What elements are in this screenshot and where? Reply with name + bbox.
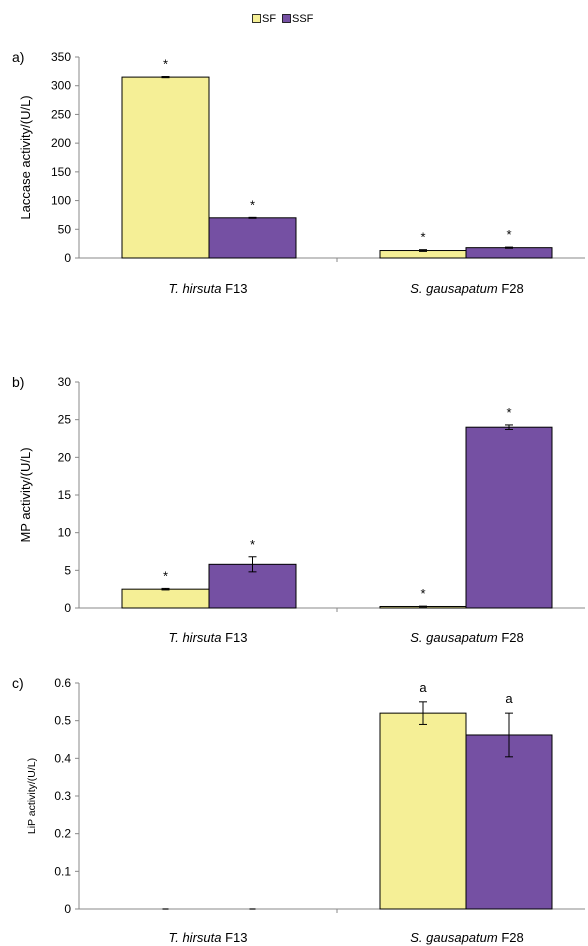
y-tick-label: 0.2 (54, 827, 71, 841)
y-tick-label: 250 (51, 107, 71, 121)
bar-ssf-2 (465, 247, 553, 259)
y-tick-label: 0.4 (54, 751, 71, 765)
y-tick-label: 0.3 (54, 789, 71, 803)
y-tick-label: 0 (64, 902, 71, 916)
y-tick-label: 150 (51, 165, 71, 179)
x-category-label: T. hirsuta F13 (168, 281, 247, 296)
legend-swatch-sf (252, 14, 261, 23)
data-label: * (420, 230, 425, 245)
data-label: a (505, 691, 513, 706)
bar-sf-1 (121, 588, 210, 609)
y-tick-label: 0 (64, 601, 71, 615)
data-label: * (420, 586, 425, 601)
data-label: * (163, 568, 168, 583)
y-axis-title: LiP activity/(U/L) (26, 758, 38, 834)
x-category-label: S. gausapatum F28 (410, 630, 523, 645)
y-tick-label: 5 (64, 563, 71, 577)
y-tick-label: 30 (58, 375, 72, 389)
x-category-label: S. gausapatum F28 (410, 281, 523, 296)
y-tick-label: 200 (51, 136, 71, 150)
y-tick-label: 20 (58, 450, 72, 464)
y-tick-label: 100 (51, 194, 71, 208)
legend-label-sf: SF (262, 13, 276, 25)
panel-label: c) (12, 675, 24, 691)
bar-sf-1 (121, 76, 210, 259)
data-label: * (250, 537, 255, 552)
x-category-label: T. hirsuta F13 (168, 630, 247, 645)
bar-ssf-2 (465, 734, 553, 910)
bar-ssf-1 (208, 217, 297, 259)
legend: SF SSF (252, 13, 314, 25)
y-tick-label: 300 (51, 79, 71, 93)
y-tick-label: 15 (58, 488, 72, 502)
chart-panel-1: a) Laccase activity/(U/L) 0 50 100 150 200 250 3… (12, 49, 585, 296)
y-tick-label: 0 (64, 251, 71, 265)
y-tick-label: 0.5 (54, 714, 71, 728)
legend-swatch-ssf (282, 14, 291, 23)
bar-ssf-2 (465, 426, 553, 609)
chart-panel-3: c) LiP activity/(U/L) 0 0.1 0.2 0.3 0.4 0.5 0.6 a… (12, 675, 585, 945)
data-label: a (419, 680, 427, 695)
data-label: * (163, 57, 168, 72)
y-axis-title: Laccase activity/(U/L) (18, 95, 33, 219)
data-label: * (506, 227, 511, 242)
y-tick-label: 350 (51, 50, 71, 64)
y-tick-label: 0.6 (54, 676, 71, 690)
panel-label: b) (12, 374, 24, 390)
legend-label-ssf: SSF (292, 13, 314, 25)
y-tick-label: 50 (58, 222, 72, 236)
y-tick-label: 0.1 (54, 864, 71, 878)
x-category-label: S. gausapatum F28 (410, 930, 523, 945)
panel-label: a) (12, 49, 24, 65)
data-label: * (250, 197, 255, 212)
y-axis-title: MP activity/(U/L) (18, 447, 33, 542)
y-tick-label: 25 (58, 413, 72, 427)
bar-sf-2 (379, 712, 467, 910)
chart-panel-2: b) MP activity/(U/L) 0 5 10 15 20 25 30 * * * * T. hi… (12, 374, 585, 645)
x-category-label: T. hirsuta F13 (168, 930, 247, 945)
data-label: * (506, 405, 511, 420)
y-tick-label: 10 (58, 526, 72, 540)
